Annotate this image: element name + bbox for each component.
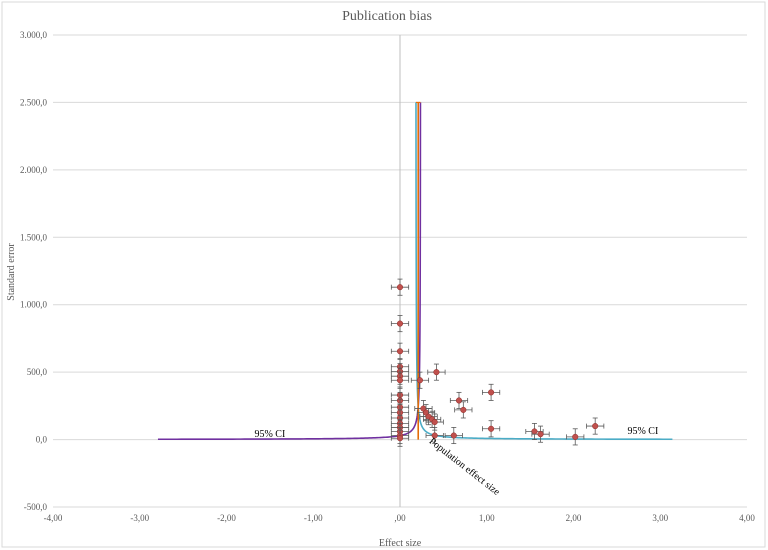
data-point bbox=[425, 413, 444, 431]
data-point bbox=[390, 342, 410, 360]
x-tick-label: 4,00 bbox=[739, 513, 755, 523]
y-tick-label: 1.500,0 bbox=[20, 232, 48, 242]
data-point-marker bbox=[431, 418, 438, 426]
data-point-marker bbox=[537, 431, 544, 438]
data-point-marker bbox=[455, 397, 463, 404]
data-point-marker bbox=[488, 425, 495, 432]
x-tick-label: -3,00 bbox=[130, 513, 149, 523]
ci-curve-right bbox=[415, 102, 673, 441]
x-tick-label: 3,00 bbox=[652, 513, 668, 523]
data-point bbox=[390, 429, 410, 447]
data-point-marker bbox=[572, 433, 579, 440]
x-tick-label: 2,00 bbox=[566, 513, 582, 523]
y-axis-label: Standard error bbox=[6, 243, 17, 301]
data-point-marker bbox=[431, 432, 438, 439]
y-tick-label: 500,0 bbox=[27, 367, 48, 377]
data-point-marker bbox=[433, 369, 440, 376]
ci-curves bbox=[157, 101, 673, 441]
data-point-marker bbox=[531, 428, 538, 435]
data-point bbox=[531, 425, 550, 443]
x-tick-label: -1,00 bbox=[304, 513, 323, 523]
y-tick-label: -500,0 bbox=[24, 502, 48, 512]
y-tick-label: 1.000,0 bbox=[20, 300, 48, 310]
chart-title: Publication bias bbox=[342, 9, 432, 24]
data-point-marker bbox=[416, 377, 424, 384]
data-point bbox=[444, 427, 463, 445]
data-point bbox=[390, 371, 410, 389]
data-point-marker bbox=[396, 284, 404, 291]
x-axis-label: Effect size bbox=[379, 538, 422, 549]
x-tick-label: -4,00 bbox=[44, 513, 63, 523]
population-effect-label: Population effect size bbox=[427, 436, 502, 498]
data-point bbox=[586, 417, 605, 435]
data-point bbox=[482, 420, 501, 438]
y-tick-label: 2.500,0 bbox=[20, 97, 48, 107]
x-tick-label: 1,00 bbox=[479, 513, 495, 523]
x-tick-label: -2,00 bbox=[217, 513, 236, 523]
ci-label: 95% CI bbox=[627, 426, 658, 437]
data-point bbox=[427, 363, 446, 381]
data-point-marker bbox=[396, 348, 404, 355]
data-point-marker bbox=[396, 377, 404, 384]
data-point bbox=[425, 427, 444, 445]
y-tick-label: 2.000,0 bbox=[20, 165, 48, 175]
data-point bbox=[390, 278, 410, 296]
y-tick-label: 0,0 bbox=[36, 435, 48, 445]
data-point-marker bbox=[488, 389, 495, 396]
data-point bbox=[449, 391, 469, 409]
ci-curve-left bbox=[157, 102, 422, 441]
data-point-marker bbox=[396, 435, 404, 442]
x-tick-label: ,00 bbox=[394, 513, 406, 523]
data-point-marker bbox=[460, 406, 467, 413]
data-point bbox=[390, 315, 410, 333]
data-point bbox=[566, 428, 585, 446]
x-tick-labels: -4,00 -3,00 -2,00 -1,00 ,00 1,00 2,00 3,00 4,00 bbox=[44, 513, 756, 523]
data-point-marker bbox=[592, 423, 599, 430]
data-point-marker bbox=[396, 320, 404, 327]
y-tick-labels: -500,0 0,0 500,0 1.000,0 1.500,0 2.000,0 2.500… bbox=[20, 30, 48, 512]
y-tick-label: 3.000,0 bbox=[20, 30, 48, 40]
data-points bbox=[390, 278, 605, 447]
ci-label: 95% CI bbox=[254, 429, 285, 440]
data-point-marker bbox=[450, 432, 457, 439]
data-point bbox=[482, 383, 501, 401]
data-point bbox=[454, 401, 473, 419]
data-point bbox=[410, 371, 430, 389]
